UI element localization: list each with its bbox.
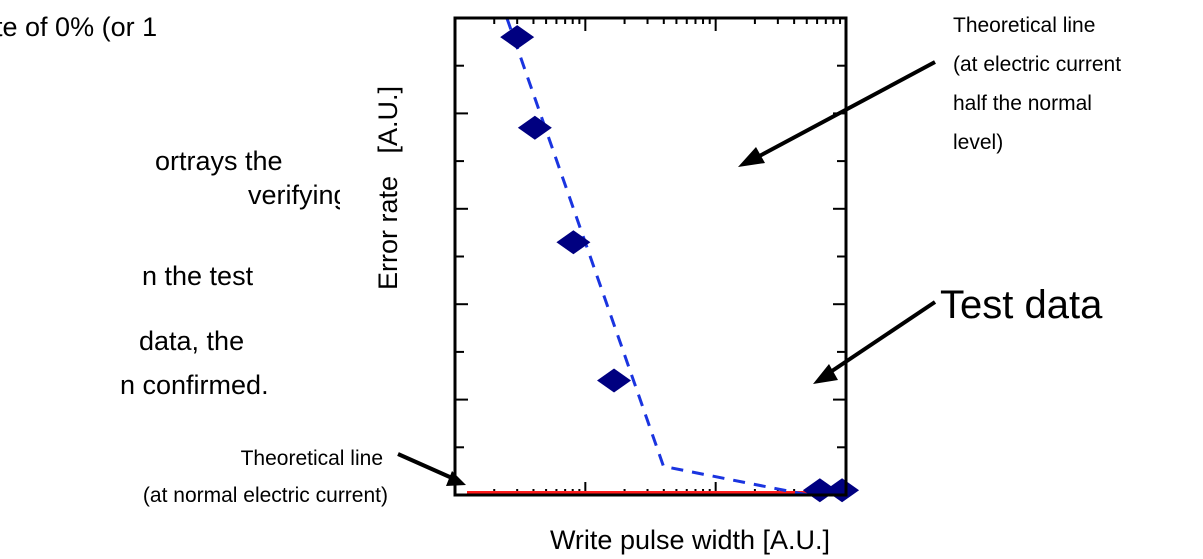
test-data-marker [825, 478, 860, 503]
annotation-half-current-line: (at electric current [953, 53, 1121, 76]
body-text-line: n the test [142, 261, 254, 291]
annotation-half-current-line: level) [953, 131, 1003, 154]
test-data-marker [597, 368, 632, 393]
body-text-line: data, the [139, 326, 245, 356]
test-data-marker [517, 115, 552, 140]
plot-frame [453, 16, 848, 497]
body-text-line: verifying the [248, 180, 340, 210]
test-data-marker [500, 25, 535, 50]
annotation-half-current-line: Theoretical line [953, 14, 1095, 37]
test-data-marker [556, 230, 591, 255]
series-layer [467, 18, 860, 503]
y-axis-label: Error rate [A.U.] [373, 86, 403, 290]
annotation-half-current: Theoretical line (at electric current ha… [738, 14, 1121, 167]
annotation-half-current-line: half the normal [953, 92, 1092, 115]
body-text-line: ate of 0% (or 1 [0, 12, 158, 42]
annotation-normal-current-line: (at normal electric current) [143, 484, 388, 507]
body-text-line: n confirmed. [120, 370, 269, 400]
axis-ticks [454, 18, 846, 495]
annotation-test-data-label: Test data [940, 283, 1103, 327]
annotation-arrow-shaft [751, 60, 936, 162]
annotation-arrowhead [446, 471, 466, 486]
annotation-arrow-shaft [397, 452, 453, 480]
annotation-normal-current-line: Theoretical line [241, 447, 383, 470]
x-axis-label: Write pulse width [A.U.] [550, 525, 830, 555]
annotation-arrow-shaft [824, 300, 937, 377]
body-text-fragment: ate of 0% (or 1 ortrays the verifying th… [0, 0, 340, 420]
annotation-arrowhead [738, 147, 765, 167]
annotation-normal-current: Theoretical line (at normal electric cur… [143, 447, 466, 507]
annotation-test-data: Test data [813, 283, 1103, 384]
annotation-arrowhead [813, 364, 838, 384]
body-text-line: ortrays the [155, 146, 283, 176]
theory-line-half-current [505, 18, 809, 495]
